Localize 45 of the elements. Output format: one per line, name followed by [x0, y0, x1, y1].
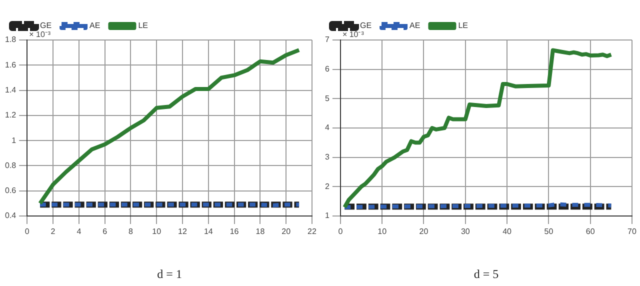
y-tick-label: 1.6 [4, 60, 17, 70]
x-axis-title: d = 1 [157, 266, 182, 281]
legend-label: GE [40, 21, 52, 30]
x-tick-label: 0 [338, 227, 344, 236]
x-tick-label: 20 [282, 227, 292, 236]
x-tick-label: 50 [544, 227, 554, 236]
y-tick-label: 0.6 [4, 186, 17, 196]
y-tick-label: 3 [324, 152, 330, 162]
y-tick-label: 1.4 [4, 85, 17, 94]
x-tick-label: 2 [50, 227, 56, 236]
y-tick-label: 2 [324, 182, 330, 191]
x-tick-label: 6 [102, 227, 108, 236]
x-tick-label: 10 [152, 227, 162, 236]
text: × 10⁻³ [29, 30, 51, 40]
x-tick-label: 70 [628, 227, 637, 236]
legend-label: LE [458, 21, 468, 30]
y-tick-label: 1 [324, 211, 330, 220]
x-tick-label: 60 [586, 227, 596, 236]
x-tick-label: 10 [378, 227, 388, 236]
x-tick-label: 14 [204, 227, 214, 236]
y-tick-label: 6 [324, 64, 330, 74]
x-tick-label: 40 [502, 227, 512, 236]
x-tick-label: 22 [308, 227, 317, 236]
text: × 10⁻³ [342, 30, 364, 40]
x-tick-label: 16 [230, 227, 240, 236]
legend-label: LE [138, 21, 148, 30]
legend-label: GE [360, 21, 372, 30]
y-tick-label: 1.8 [4, 35, 17, 44]
y-tick-label: 7 [324, 35, 330, 44]
y-tick-label: 0.8 [4, 160, 17, 170]
x-tick-label: 8 [128, 227, 134, 236]
y-tick-label: 1.2 [4, 110, 17, 120]
x-axis-title: d = 5 [474, 266, 499, 281]
y-tick-label: 0.4 [4, 211, 17, 220]
y-tick-label: 1 [12, 136, 17, 145]
x-tick-label: 30 [460, 227, 470, 236]
x-tick-label: 20 [419, 227, 429, 236]
x-tick-label: 12 [178, 227, 188, 236]
legend-label: AE [90, 21, 100, 30]
y-tick-label: 5 [324, 94, 330, 103]
y-tick-label: 4 [324, 123, 330, 132]
x-tick-label: 18 [256, 227, 266, 236]
x-tick-label: 4 [76, 227, 82, 236]
legend-label: AE [410, 21, 420, 30]
x-tick-label: 0 [24, 227, 30, 236]
